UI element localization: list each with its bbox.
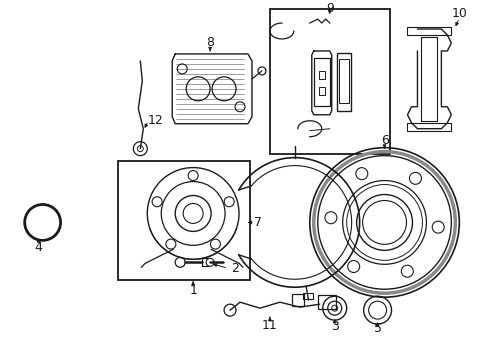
Circle shape	[188, 171, 198, 181]
Text: 3: 3	[330, 320, 338, 333]
Circle shape	[224, 197, 234, 207]
Bar	[336, 53, 350, 111]
Text: 5: 5	[373, 321, 381, 334]
Bar	[291, 294, 303, 306]
Bar	[318, 71, 324, 79]
Bar	[313, 58, 329, 106]
Circle shape	[152, 197, 162, 207]
Text: 8: 8	[205, 36, 214, 49]
Bar	[269, 9, 389, 154]
Bar	[302, 293, 312, 299]
Bar	[407, 27, 450, 35]
Circle shape	[210, 239, 220, 249]
Text: 4: 4	[35, 241, 42, 254]
Text: 9: 9	[325, 1, 333, 15]
Circle shape	[408, 172, 421, 184]
Bar	[338, 59, 348, 103]
Circle shape	[325, 212, 336, 224]
Bar	[407, 123, 450, 131]
Text: 7: 7	[253, 216, 262, 229]
Circle shape	[431, 221, 443, 233]
Circle shape	[165, 239, 176, 249]
Bar	[318, 87, 324, 95]
Text: 2: 2	[231, 262, 239, 275]
Text: 1: 1	[189, 284, 197, 297]
Circle shape	[347, 261, 359, 273]
Circle shape	[355, 168, 367, 180]
Bar	[118, 161, 249, 280]
Circle shape	[401, 265, 412, 277]
Text: 10: 10	[450, 6, 467, 19]
Text: 12: 12	[147, 114, 163, 127]
Text: 11: 11	[262, 319, 277, 332]
Text: 6: 6	[380, 134, 387, 147]
Bar	[317, 295, 335, 309]
